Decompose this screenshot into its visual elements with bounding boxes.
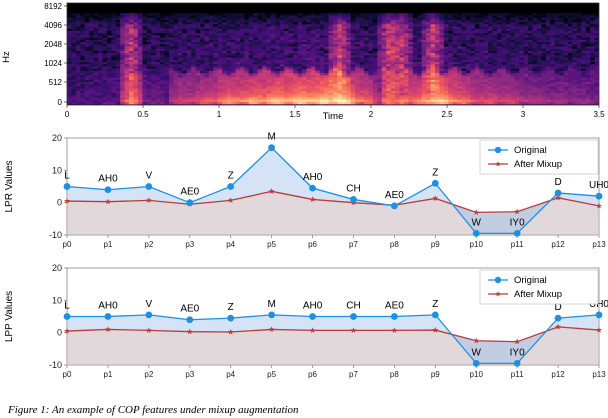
svg-text:CH: CH <box>346 183 360 194</box>
svg-text:p5: p5 <box>267 370 276 379</box>
svg-text:10: 10 <box>52 165 62 175</box>
svg-text:p11: p11 <box>511 240 524 249</box>
svg-text:V: V <box>146 299 153 310</box>
svg-text:W: W <box>472 217 482 228</box>
svg-text:p5: p5 <box>267 240 276 249</box>
svg-text:AE0: AE0 <box>180 187 199 198</box>
svg-text:L: L <box>64 171 70 182</box>
svg-text:p3: p3 <box>185 370 194 379</box>
svg-text:p4: p4 <box>226 240 235 249</box>
svg-text:4096: 4096 <box>44 21 62 30</box>
svg-text:p6: p6 <box>308 240 317 249</box>
svg-text:p0: p0 <box>63 370 72 379</box>
svg-text:p12: p12 <box>551 370 565 379</box>
svg-text:Original: Original <box>514 145 547 156</box>
svg-text:p11: p11 <box>511 370 524 379</box>
svg-text:0: 0 <box>57 198 62 208</box>
svg-text:UH0: UH0 <box>589 180 608 191</box>
svg-text:D: D <box>554 177 561 188</box>
svg-text:512: 512 <box>49 78 63 87</box>
svg-text:1.5: 1.5 <box>289 110 301 119</box>
svg-text:3: 3 <box>521 110 526 119</box>
svg-text:2.5: 2.5 <box>441 110 453 119</box>
svg-text:1: 1 <box>217 110 222 119</box>
svg-text:W: W <box>472 347 482 358</box>
svg-text:M: M <box>267 132 275 143</box>
svg-text:IY0: IY0 <box>510 217 525 228</box>
svg-text:0: 0 <box>65 110 70 119</box>
svg-text:L: L <box>64 301 70 312</box>
svg-text:AH0: AH0 <box>98 301 118 312</box>
svg-text:2: 2 <box>369 110 374 119</box>
svg-text:AE0: AE0 <box>385 190 404 201</box>
svg-text:CH: CH <box>346 301 360 312</box>
svg-text:p12: p12 <box>551 240 565 249</box>
svg-text:2048: 2048 <box>44 40 62 49</box>
svg-text:p13: p13 <box>592 240 606 249</box>
svg-text:After Mixup: After Mixup <box>514 289 562 300</box>
svg-text:AH0: AH0 <box>303 301 323 312</box>
svg-text:p7: p7 <box>349 240 358 249</box>
svg-text:Z: Z <box>432 167 438 178</box>
svg-text:AH0: AH0 <box>98 174 118 185</box>
svg-text:20: 20 <box>52 263 62 273</box>
svg-text:p4: p4 <box>226 370 235 379</box>
svg-text:Z: Z <box>228 302 234 313</box>
svg-text:p0: p0 <box>63 240 72 249</box>
svg-text:LPP Values: LPP Values <box>4 291 15 342</box>
svg-text:10: 10 <box>52 295 62 305</box>
svg-text:AE0: AE0 <box>385 301 404 312</box>
svg-text:M: M <box>267 299 275 310</box>
svg-text:p2: p2 <box>144 240 153 249</box>
svg-text:Hz: Hz <box>1 51 12 63</box>
svg-text:0: 0 <box>58 98 63 107</box>
svg-text:8192: 8192 <box>44 2 62 11</box>
svg-text:p2: p2 <box>144 370 153 379</box>
svg-text:p8: p8 <box>390 370 399 379</box>
svg-text:0: 0 <box>57 328 62 338</box>
svg-text:p7: p7 <box>349 370 358 379</box>
svg-text:Z: Z <box>228 171 234 182</box>
svg-text:V: V <box>146 171 153 182</box>
svg-text:Z: Z <box>432 299 438 310</box>
svg-text:p10: p10 <box>470 240 484 249</box>
svg-text:20: 20 <box>52 133 62 143</box>
svg-text:1024: 1024 <box>44 59 62 68</box>
svg-text:-10: -10 <box>49 360 62 370</box>
svg-text:-10: -10 <box>49 230 62 240</box>
svg-text:LPR Values: LPR Values <box>4 160 15 212</box>
svg-text:p10: p10 <box>470 370 484 379</box>
svg-text:p13: p13 <box>592 370 606 379</box>
svg-text:AE0: AE0 <box>180 304 199 315</box>
svg-text:p1: p1 <box>103 370 112 379</box>
svg-text:IY0: IY0 <box>510 347 525 358</box>
svg-text:p9: p9 <box>431 240 440 249</box>
svg-text:p3: p3 <box>185 240 194 249</box>
svg-text:p8: p8 <box>390 240 399 249</box>
svg-text:p6: p6 <box>308 370 317 379</box>
svg-text:p9: p9 <box>431 370 440 379</box>
svg-text:AH0: AH0 <box>303 172 323 183</box>
svg-text:0.5: 0.5 <box>137 110 149 119</box>
svg-text:Time: Time <box>323 111 344 122</box>
svg-text:p1: p1 <box>103 240 112 249</box>
svg-text:After Mixup: After Mixup <box>514 159 562 170</box>
svg-text:3.5: 3.5 <box>593 110 605 119</box>
svg-text:Original: Original <box>514 275 547 286</box>
